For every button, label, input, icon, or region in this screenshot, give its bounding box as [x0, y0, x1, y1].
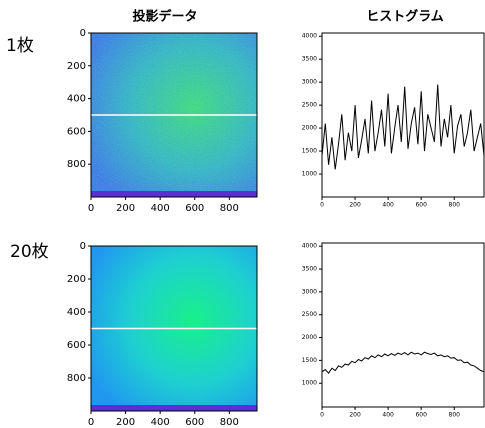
- y-tick-label: 600: [67, 126, 86, 137]
- y-tick-label: 3500: [302, 56, 317, 63]
- y-tick-label: 3000: [302, 288, 317, 295]
- y-tick-label: 1500: [302, 357, 317, 364]
- x-tick-label: 600: [185, 203, 204, 214]
- y-tick-label: 400: [67, 94, 86, 105]
- x-tick-label: 800: [449, 411, 461, 418]
- data-line: [321, 84, 485, 170]
- plot-frame: [90, 245, 258, 412]
- x-tick-label: 800: [220, 417, 239, 428]
- y-tick-label: 2000: [302, 334, 317, 341]
- x-tick-label: 800: [449, 201, 461, 208]
- row-label: 20枚: [10, 242, 49, 262]
- y-tick-label: 4000: [302, 33, 317, 40]
- y-tick-label: 2000: [302, 125, 317, 132]
- y-tick-label: 2500: [302, 311, 317, 318]
- x-tick-label: 600: [415, 201, 427, 208]
- x-tick-label: 600: [185, 417, 204, 428]
- x-tick-label: 200: [349, 411, 361, 418]
- y-tick-label: 0: [80, 28, 86, 39]
- x-tick-label: 400: [151, 203, 170, 214]
- x-tick-label: 0: [88, 203, 94, 214]
- y-tick-label: 4000: [302, 243, 317, 250]
- plot-frame: [90, 32, 258, 198]
- x-tick-label: 200: [349, 201, 361, 208]
- image-edge-strip: [91, 191, 257, 197]
- y-tick-label: 1000: [302, 171, 317, 178]
- row-label: 1枚: [6, 36, 34, 56]
- x-tick-label: 0: [320, 201, 324, 208]
- y-tick-label: 600: [67, 340, 86, 351]
- x-tick-label: 600: [415, 411, 427, 418]
- y-tick-label: 0: [80, 241, 86, 252]
- column-title: ヒストグラム: [366, 9, 444, 25]
- y-tick-label: 2500: [302, 102, 317, 109]
- y-tick-label: 3000: [302, 79, 317, 86]
- image-edge-strip: [91, 405, 257, 411]
- x-tick-label: 400: [382, 201, 394, 208]
- y-tick-label: 1000: [302, 380, 317, 387]
- plot-frame: [321, 32, 485, 198]
- data-line: [321, 351, 485, 375]
- x-tick-label: 0: [88, 417, 94, 428]
- x-tick-label: 0: [320, 411, 324, 418]
- y-tick-label: 200: [67, 274, 86, 285]
- y-tick-label: 1500: [302, 148, 317, 155]
- x-tick-label: 200: [116, 417, 135, 428]
- y-tick-label: 800: [67, 373, 86, 384]
- x-tick-label: 200: [116, 203, 135, 214]
- x-tick-label: 800: [220, 203, 239, 214]
- column-title: 投影データ: [132, 9, 197, 25]
- x-tick-label: 400: [382, 411, 394, 418]
- y-tick-label: 200: [67, 61, 86, 72]
- plot-frame: [321, 242, 485, 408]
- y-tick-label: 400: [67, 307, 86, 318]
- y-tick-label: 800: [67, 159, 86, 170]
- x-tick-label: 400: [151, 417, 170, 428]
- y-tick-label: 3500: [302, 266, 317, 273]
